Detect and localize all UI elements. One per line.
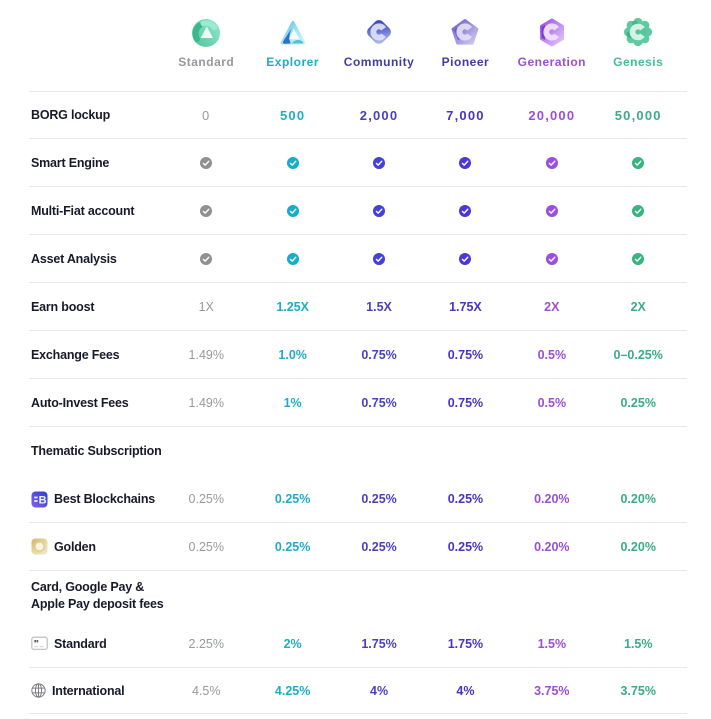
svg-text:B: B [39,494,47,506]
